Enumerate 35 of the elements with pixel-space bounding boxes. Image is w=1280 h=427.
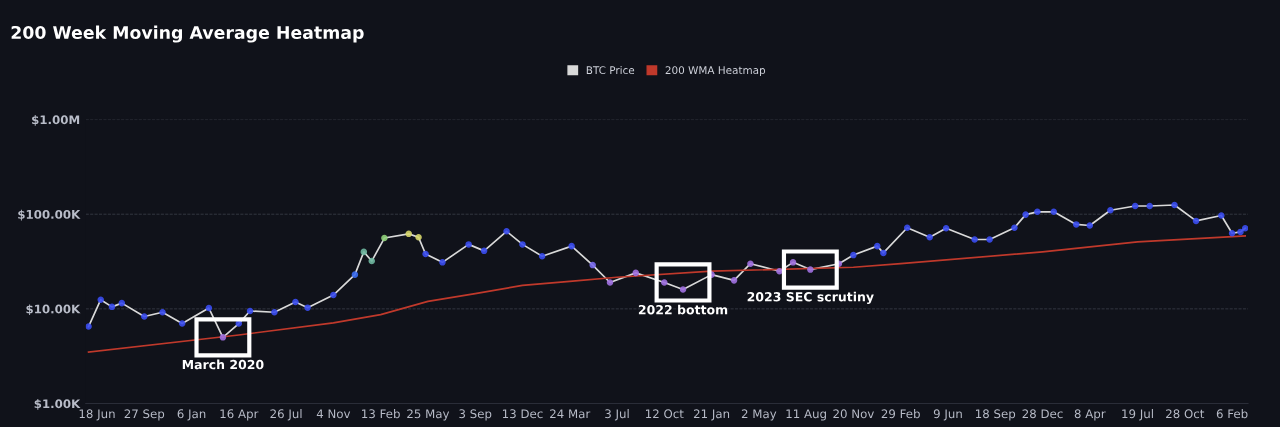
x-tick-label: 9 Jun <box>933 409 962 421</box>
x-tick-label: 11 Aug <box>786 409 826 421</box>
y-tick-label: $1.00M <box>32 115 80 126</box>
x-tick-label: 13 Feb <box>362 409 400 419</box>
y-tick-label: $10.00K <box>26 304 81 316</box>
x-tick-label: 20 Nov <box>833 409 874 419</box>
chart-title: 200 Week Moving Average Heatmap <box>11 25 364 43</box>
x-tick-label: 4 Nov <box>316 409 351 419</box>
x-tick-label: 2 May <box>741 409 777 421</box>
x-tick-label: 18 Jun <box>79 409 115 421</box>
x-tick-label: 19 Jul <box>1122 409 1153 421</box>
x-tick-label: 24 Mar <box>550 409 591 419</box>
x-tick-label: 21 Jan <box>693 409 730 421</box>
x-tick-label: 13 Dec <box>502 409 543 419</box>
x-tick-label: 12 Oct <box>646 409 684 419</box>
x-tick-label: 6 Feb <box>1216 409 1248 419</box>
legend-label: BTC Price <box>586 66 635 75</box>
x-tick-label: 28 Dec <box>1022 409 1063 419</box>
x-tick-label: 27 Sep <box>124 409 165 421</box>
x-tick-label: 3 Jul <box>605 409 629 421</box>
x-tick-label: 3 Sep <box>459 409 492 421</box>
x-tick-label: 18 Sep <box>976 409 1016 421</box>
x-tick-label: 6 Jan <box>177 409 206 421</box>
legend-label: 200 WMA Heatmap <box>665 66 766 77</box>
y-tick-label: $1.00K <box>34 399 81 410</box>
annotation: March 2020 <box>182 359 264 370</box>
annotation: 2023 SEC scrutiny <box>747 291 874 304</box>
x-tick-label: 28 Oct <box>1166 409 1205 419</box>
x-tick-label: 16 Apr <box>220 409 259 421</box>
y-tick-label: $100.00K <box>18 209 81 221</box>
x-tick-label: 8 Apr <box>1074 409 1106 421</box>
annotation: 2022 bottom <box>638 304 728 315</box>
x-tick-label: 29 Feb <box>881 409 920 419</box>
x-tick-label: 25 May <box>407 409 450 421</box>
x-tick-label: 26 Jul <box>270 409 302 421</box>
